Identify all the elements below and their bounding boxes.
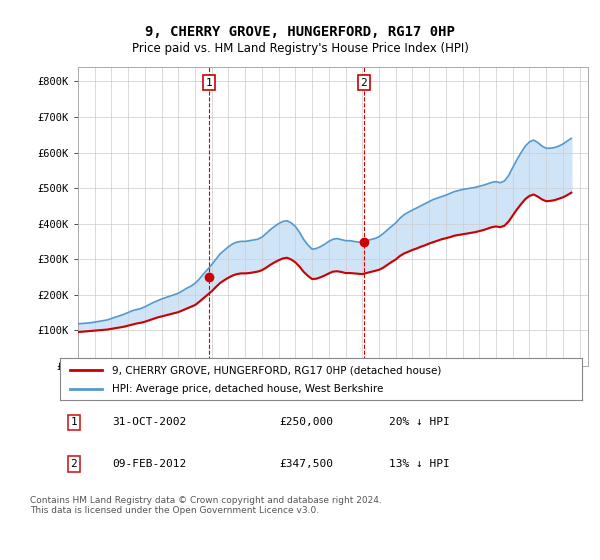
Text: 1: 1 [206, 78, 212, 88]
Text: £250,000: £250,000 [279, 417, 333, 427]
Text: 9, CHERRY GROVE, HUNGERFORD, RG17 0HP: 9, CHERRY GROVE, HUNGERFORD, RG17 0HP [145, 25, 455, 39]
Text: 09-FEB-2012: 09-FEB-2012 [112, 459, 187, 469]
Text: Price paid vs. HM Land Registry's House Price Index (HPI): Price paid vs. HM Land Registry's House … [131, 42, 469, 55]
Text: 1: 1 [70, 417, 77, 427]
Text: 2: 2 [361, 78, 367, 88]
Text: HPI: Average price, detached house, West Berkshire: HPI: Average price, detached house, West… [112, 384, 383, 394]
Text: 20% ↓ HPI: 20% ↓ HPI [389, 417, 449, 427]
Text: 2: 2 [70, 459, 77, 469]
Text: Contains HM Land Registry data © Crown copyright and database right 2024.
This d: Contains HM Land Registry data © Crown c… [30, 496, 382, 515]
Text: 13% ↓ HPI: 13% ↓ HPI [389, 459, 449, 469]
Text: 9, CHERRY GROVE, HUNGERFORD, RG17 0HP (detached house): 9, CHERRY GROVE, HUNGERFORD, RG17 0HP (d… [112, 365, 442, 375]
Text: £347,500: £347,500 [279, 459, 333, 469]
Text: 31-OCT-2002: 31-OCT-2002 [112, 417, 187, 427]
